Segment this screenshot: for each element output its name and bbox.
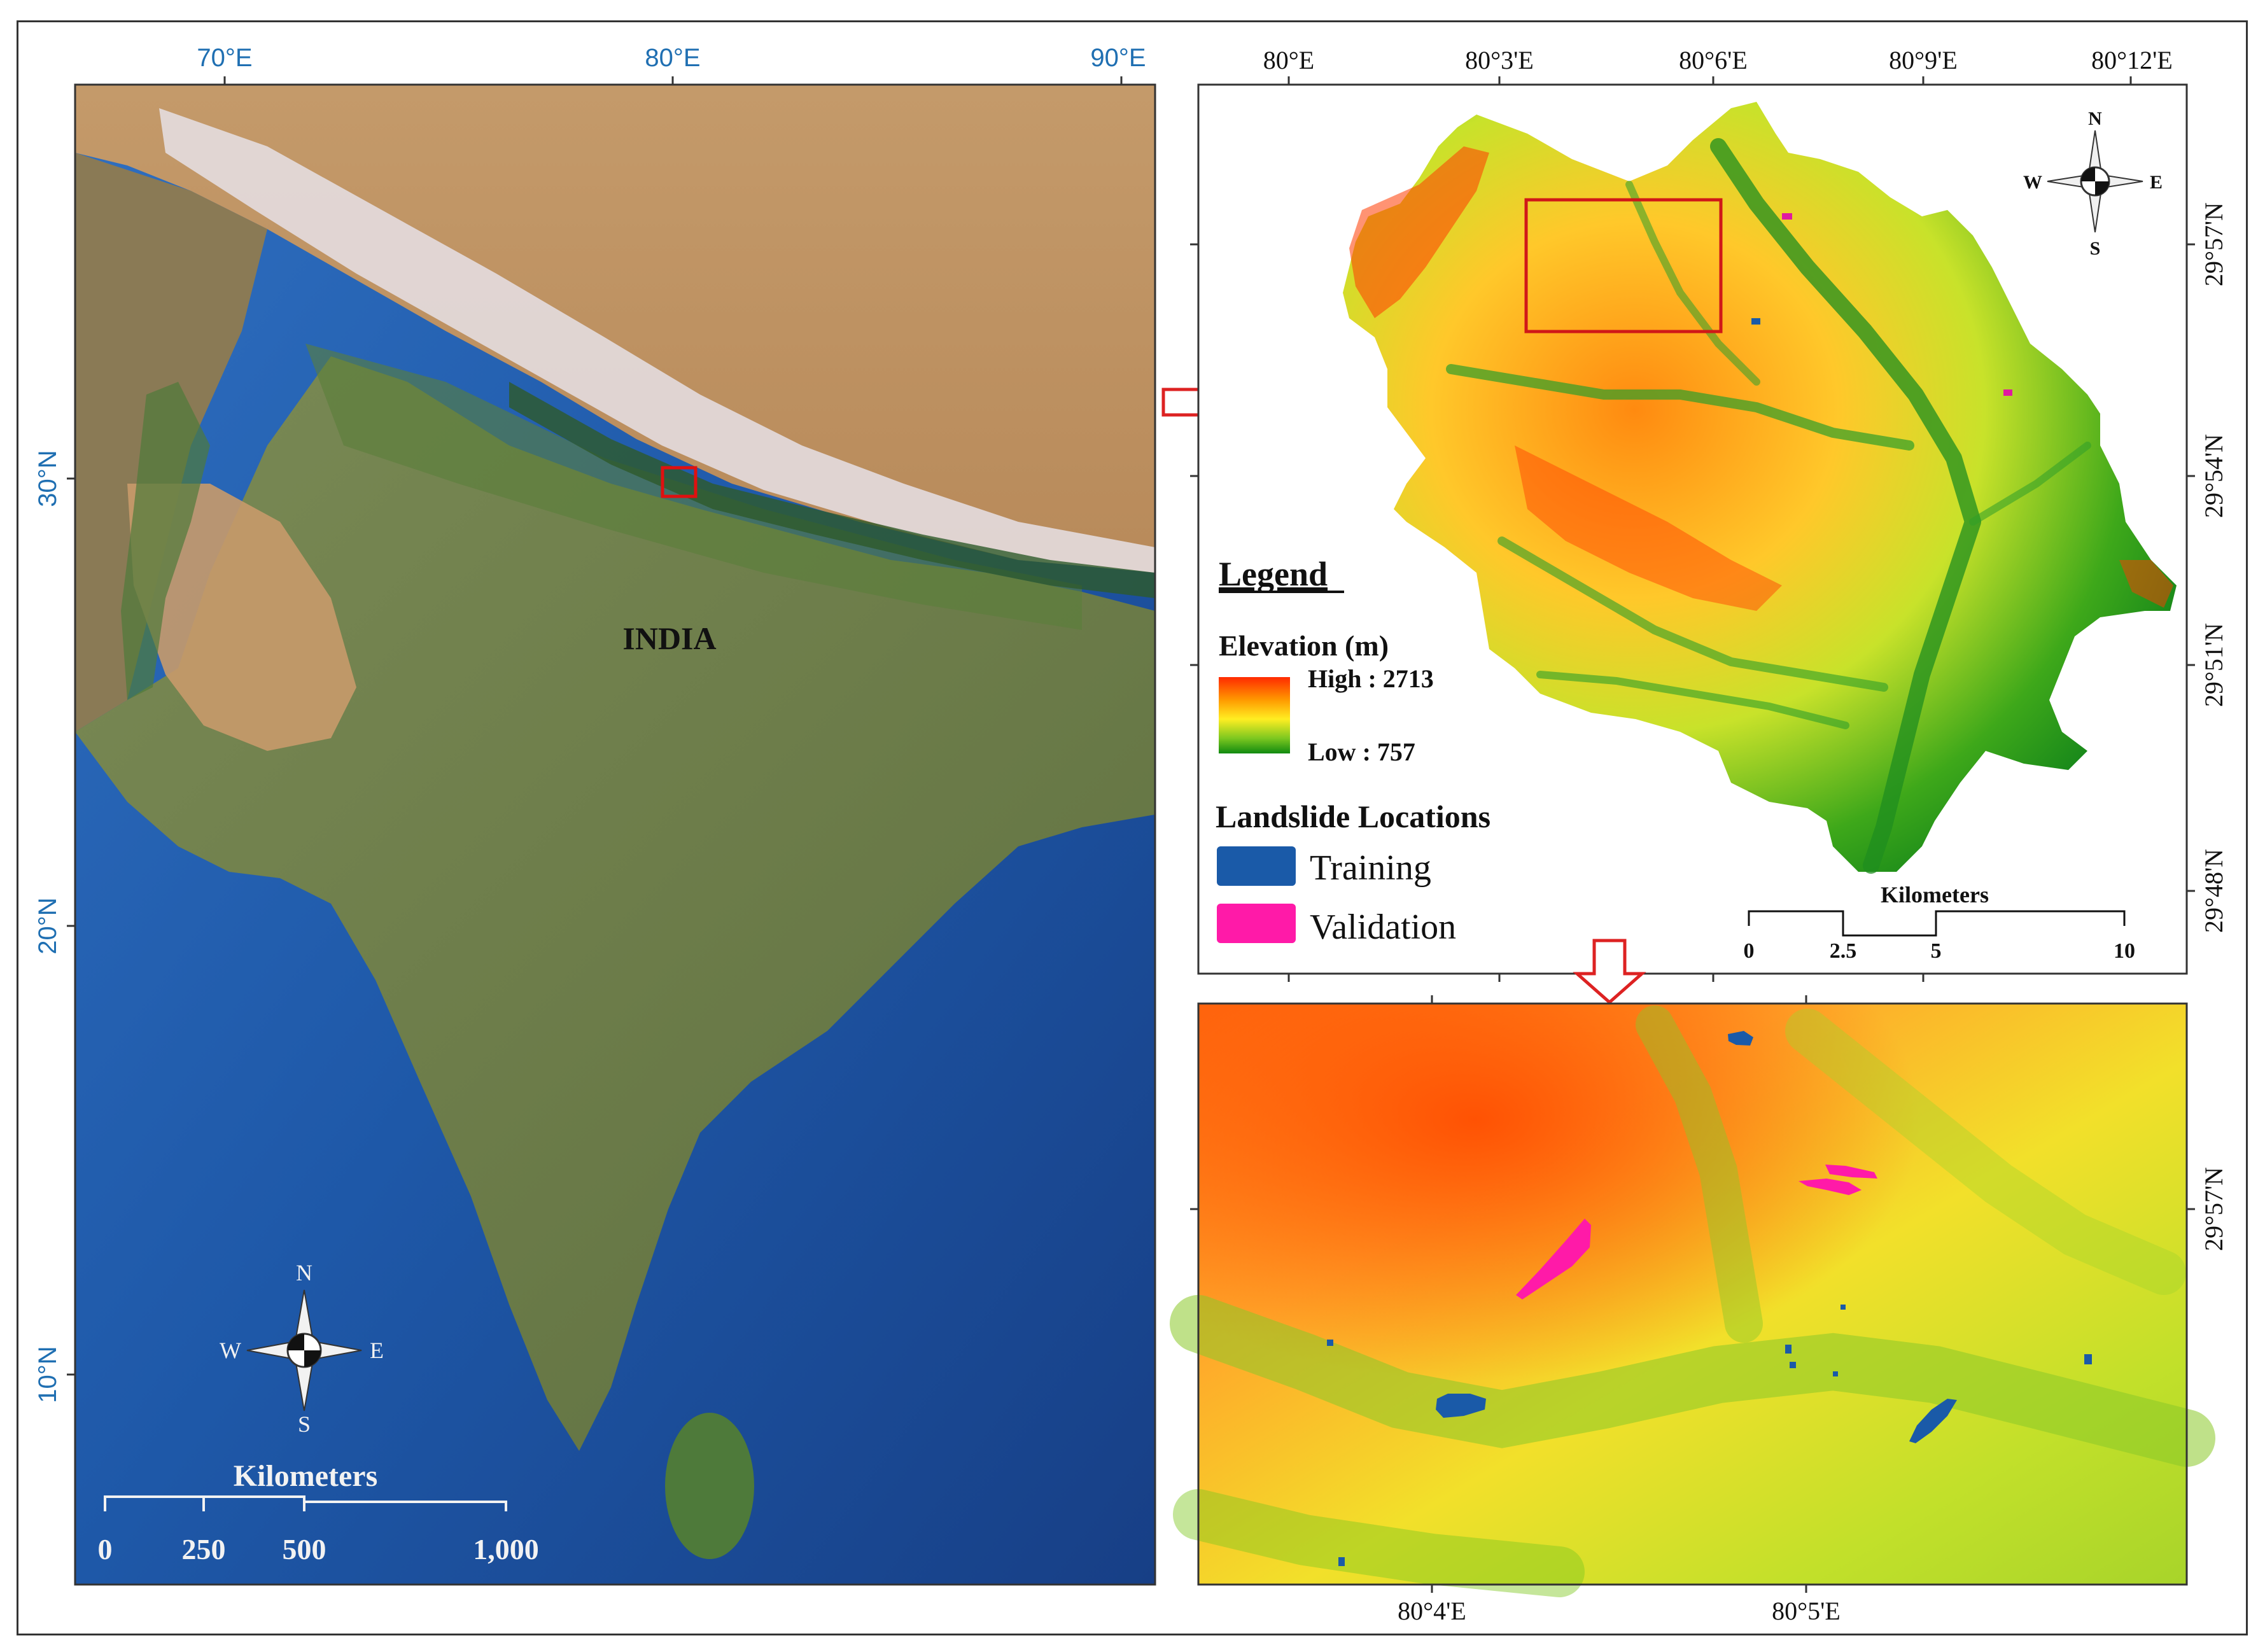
india-lat-label: 20°N: [34, 897, 62, 954]
dem-compass-w: W: [2023, 172, 2042, 193]
legend-elevation-low: Low : 757: [1308, 738, 1415, 766]
dem-scale-tick: 2.5: [1830, 939, 1857, 963]
dem-drainage: [1497, 536, 1888, 692]
dem-map-panel: 80°E 80°3'E 80°6'E 80°9'E 80°12'E 29°57'…: [1190, 46, 2228, 982]
india-country-label: INDIA: [622, 620, 716, 656]
dem-lat-label: 29°57'N: [2199, 202, 2228, 286]
dem-lat-label: 29°48'N: [2199, 849, 2228, 933]
india-scale-tick: 250: [182, 1533, 226, 1565]
zoom-training-polygon: [1841, 1305, 1846, 1310]
dem-lon-ticks: [1190, 76, 2195, 982]
india-map-study-area-box: [661, 466, 698, 498]
zoom-lon-label: 80°5'E: [1772, 1597, 1841, 1625]
zoom-training-polygon: [1833, 1371, 1838, 1376]
zoom-training-polygon: [1790, 1362, 1796, 1368]
zoom-training-polygon: [1728, 1031, 1753, 1046]
zoom-valley: [1170, 1295, 2215, 1467]
dem-high-zone: [2119, 560, 2173, 608]
india-lat-label: 30°N: [34, 450, 62, 507]
legend-validation-label: Validation: [1310, 907, 1456, 947]
dem-drainage: [1446, 364, 1914, 451]
zoom-training-polygon: [1436, 1394, 1486, 1418]
legend-title: Legend: [1219, 555, 1328, 593]
zoom-validation-polygon: [1799, 1179, 1862, 1195]
zoom-validation-polygon: [1516, 1219, 1591, 1299]
india-map-himalaya-snow: [159, 108, 1155, 573]
india-compass-n: N: [296, 1260, 312, 1285]
india-map-thar: [127, 484, 356, 751]
zoom-lat-label: 29°57'N: [2199, 1167, 2228, 1251]
dem-lat-label: 29°51'N: [2199, 623, 2228, 707]
india-lon-label: 80°E: [645, 44, 700, 72]
dem-compass-icon: [2047, 130, 2143, 233]
zoom-training-polygon: [2084, 1354, 2092, 1364]
india-compass-e: E: [370, 1338, 384, 1363]
dem-high-zone: [1515, 445, 1782, 611]
dem-high-zone: [1349, 146, 1489, 318]
legend-elevation-ramp: [1219, 677, 1290, 753]
dem-scale-tick: 5: [1931, 939, 1942, 963]
dem-lat-label: 29°54'N: [2199, 434, 2228, 518]
dem-drainage: [1536, 671, 1849, 729]
dem-compass-n: N: [2088, 108, 2102, 129]
zoom-training-polygon: [1338, 1557, 1345, 1566]
zoom-map-panel: 80°4'E 80°5'E 29°57'N: [1170, 995, 2228, 1625]
dem-training-mark: [1751, 318, 1760, 325]
zoom-validation-polygon: [1825, 1165, 1877, 1179]
dem-compass-s: S: [2090, 238, 2101, 259]
dem-scale-title: Kilometers: [1881, 882, 1989, 907]
legend-training-swatch: [1217, 846, 1296, 886]
dem-scale-tick: 10: [2114, 939, 2135, 963]
dem-lon-label: 80°E: [1263, 46, 1314, 74]
dem-drainage: [1625, 181, 1760, 386]
legend-validation-swatch: [1217, 904, 1296, 943]
legend-elevation-high: High : 2713: [1308, 664, 1434, 693]
zoom-training-polygon: [1909, 1399, 1957, 1443]
dem-scale-bar: Kilometers 0 2.5 5 10: [1744, 882, 2136, 963]
dem-compass-e: E: [2150, 172, 2163, 193]
dem-drainage: [1710, 138, 1981, 874]
legend-training-label: Training: [1310, 848, 1431, 888]
legend-elevation-title: Elevation (m): [1219, 629, 1389, 662]
zoom-training-polygon: [1327, 1340, 1333, 1346]
dem-drainage: [1969, 442, 2091, 526]
dem-lon-label: 80°12'E: [2091, 46, 2173, 74]
india-lon-label: 90°E: [1090, 44, 1146, 72]
india-scale-title: Kilometers: [234, 1459, 378, 1493]
arrow-down-icon: [1573, 939, 1646, 1005]
india-compass-s: S: [298, 1411, 311, 1437]
india-map-panel: 70°E 80°E 90°E 30°N 20°N 10°N INDIA N S …: [34, 44, 1156, 1586]
dem-lon-label: 80°9'E: [1889, 46, 1958, 74]
zoom-valley: [1636, 1005, 1763, 1343]
zoom-map-border: [1197, 1002, 2188, 1586]
india-map-sri-lanka: [665, 1413, 754, 1559]
india-scale-tick: 0: [98, 1533, 113, 1565]
india-scale-tick: 500: [283, 1533, 326, 1565]
india-compass-w: W: [220, 1338, 241, 1363]
dem-validation-mark: [2003, 389, 2012, 396]
zoom-valley: [1173, 1489, 1585, 1597]
india-lon-label: 70°E: [197, 44, 252, 72]
zoom-ticks: [1190, 995, 2195, 1593]
zoom-map-hotspot: [1198, 1004, 2187, 1585]
zoom-training-polygon: [1785, 1345, 1792, 1354]
dem-scale-tick: 0: [1744, 939, 1755, 963]
zoom-valley: [1785, 1009, 2186, 1295]
zoom-lon-label: 80°4'E: [1398, 1597, 1466, 1625]
dem-watershed: [1343, 102, 2177, 872]
dem-lon-label: 80°6'E: [1679, 46, 1748, 74]
india-map-border: [74, 83, 1156, 1586]
india-lat-label: 10°N: [34, 1346, 62, 1403]
india-map-indus: [121, 382, 210, 700]
india-scale-tick: 1,000: [473, 1533, 539, 1565]
india-compass-icon: [246, 1289, 362, 1411]
india-scale-bar: Kilometers 0 250 500 1,000: [98, 1459, 539, 1565]
dem-zoom-box: [1524, 198, 1723, 333]
india-map-subcontinent: [75, 356, 1155, 1451]
dem-validation-mark: [1782, 213, 1792, 220]
india-map-foothills: [509, 382, 1155, 598]
legend-landslide-title: Landslide Locations: [1216, 799, 1490, 834]
dem-lon-label: 80°3'E: [1465, 46, 1534, 74]
